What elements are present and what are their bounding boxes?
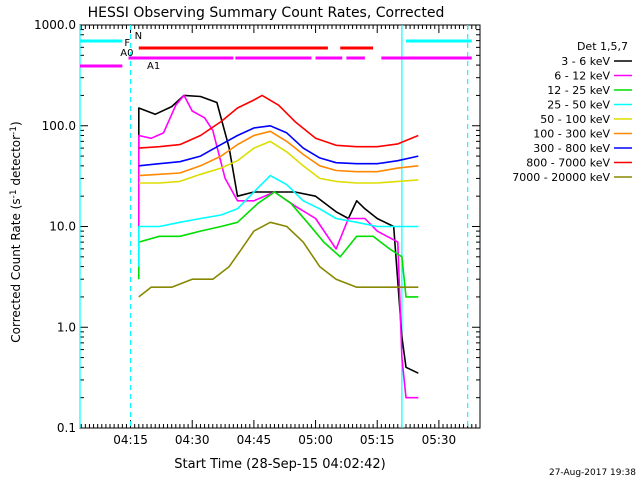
- legend-label: 50 - 100 keV: [540, 113, 610, 126]
- series-line: [138, 94, 419, 374]
- series-group: [138, 94, 419, 399]
- flag-bar-label: N: [135, 31, 142, 42]
- x-tick-label: 04:45: [237, 433, 272, 447]
- legend-label: 100 - 300 keV: [533, 128, 610, 141]
- series-line: [138, 125, 419, 167]
- y-axis-label-sup1: -1: [9, 189, 19, 198]
- series-line: [138, 191, 419, 298]
- y-tick-label: 10.0: [49, 220, 76, 234]
- x-tick-label: 05:15: [360, 433, 395, 447]
- date-stamp: 27-Aug-2017 19:38: [549, 468, 636, 478]
- legend-label: 12 - 25 keV: [547, 84, 610, 97]
- flag-bar-label: A0: [120, 48, 133, 59]
- x-tick-label: 05:00: [298, 433, 333, 447]
- x-tick-label: 04:30: [175, 433, 210, 447]
- y-axis-label-main: Corrected Count Rate (s: [9, 198, 23, 342]
- legend-label: 6 - 12 keV: [554, 70, 610, 83]
- y-tick-label: 100.0: [42, 119, 76, 133]
- flag-bar-label: F: [124, 38, 130, 49]
- x-tick-label: 05:30: [422, 433, 457, 447]
- legend-label: 800 - 7000 keV: [526, 157, 610, 170]
- vertical-markers: [79, 25, 469, 428]
- chart-title: HESSI Observing Summary Count Rates, Cor…: [88, 5, 445, 21]
- legend-header: Det 1,5,7: [577, 40, 628, 53]
- series-line: [138, 94, 419, 399]
- series-line: [138, 221, 419, 298]
- y-axis-label-sup2: -1: [9, 126, 19, 135]
- y-axis-label-end: ): [9, 121, 23, 126]
- y-tick-label: 1000.0: [34, 18, 76, 32]
- legend-label: 25 - 50 keV: [547, 99, 610, 112]
- flag-bar-label: A1: [147, 61, 160, 72]
- series-line: [138, 94, 419, 149]
- legend-label: 300 - 800 keV: [533, 142, 610, 155]
- series-line: [138, 130, 419, 177]
- axes: 0.1 1.0 10.0 100.0 1000.0 04:15 04:30 04:45 05:0…: [34, 18, 481, 447]
- series-line: [138, 174, 419, 267]
- legend-label: 7000 - 20000 keV: [512, 171, 610, 184]
- y-axis-label-mid: detector: [9, 135, 23, 190]
- y-tick-label: 0.1: [57, 421, 76, 435]
- x-axis-label: Start Time (28-Sep-15 04:02:42): [174, 457, 385, 472]
- x-tick-label: 04:15: [113, 433, 148, 447]
- y-axis-label: Corrected Count Rate (s-1 detector-1): [9, 121, 23, 342]
- legend-label: 3 - 6 keV: [561, 55, 610, 68]
- series-line: [138, 140, 419, 184]
- y-tick-label: 1.0: [57, 320, 76, 334]
